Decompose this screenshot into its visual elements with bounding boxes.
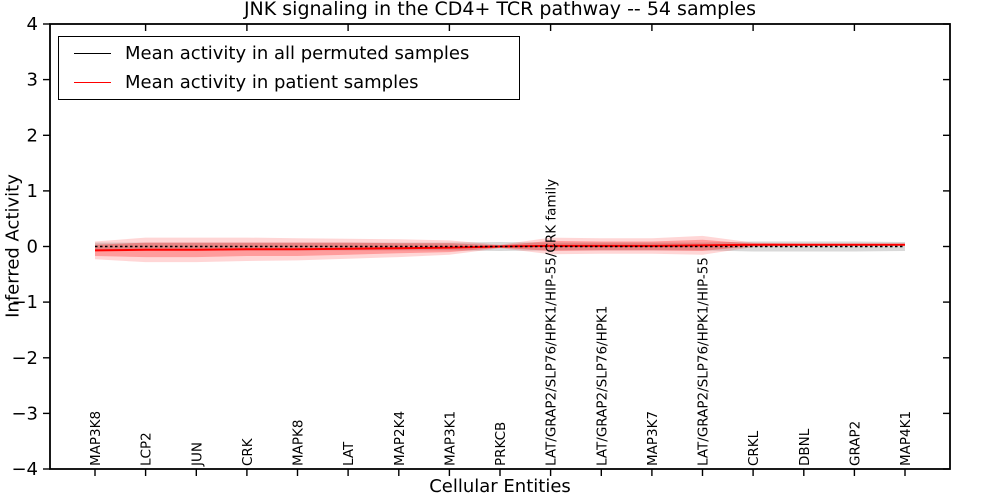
- y-tick-label: 3: [27, 70, 38, 91]
- x-axis-label: Cellular Entities: [429, 476, 571, 497]
- x-tick-label: CRKL: [746, 430, 762, 466]
- x-tick-label: MAP3K8: [88, 411, 104, 466]
- legend-label-patient: Mean activity in patient samples: [125, 72, 419, 93]
- y-tick-label: −3: [11, 403, 38, 424]
- y-tick-label: 2: [27, 125, 38, 146]
- x-tick-label: LCP2: [139, 432, 155, 466]
- legend-label-permuted: Mean activity in all permuted samples: [125, 43, 470, 64]
- legend-entry-patient: Mean activity in patient samples: [59, 68, 519, 97]
- legend-entry-permuted: Mean activity in all permuted samples: [59, 39, 519, 68]
- x-tick-label: DBNL: [797, 428, 813, 466]
- x-tick-label: PRKCB: [493, 422, 509, 466]
- x-tick-label: MAPK8: [291, 420, 307, 466]
- x-tick-label: LAT/GRAP2/SLP76/HPK1/HIP-55: [696, 257, 712, 466]
- y-tick-label: 4: [27, 14, 38, 35]
- y-tick-label: 1: [27, 181, 38, 202]
- patient-std-band-outer: [95, 235, 905, 263]
- x-tick-label: MAP2K4: [392, 411, 408, 466]
- x-tick-label: LAT/GRAP2/SLP76/HPK1: [594, 306, 610, 466]
- x-tick-label: LAT: [341, 441, 357, 466]
- permuted-line-swatch: [74, 53, 111, 54]
- x-tick-label: MAP3K1: [442, 411, 458, 466]
- y-tick-label: 0: [27, 237, 38, 258]
- x-tick-label: LAT/GRAP2/SLP76/HPK1/HIP-55/CRK family: [544, 179, 560, 466]
- patient-std-band-inner: [95, 239, 905, 258]
- y-tick-label: −2: [11, 348, 38, 369]
- legend: Mean activity in all permuted samples Me…: [58, 36, 520, 100]
- y-axis-label: Inferred Activity: [2, 174, 24, 318]
- x-tick-label: GRAP2: [847, 421, 863, 466]
- chart-title: JNK signaling in the CD4+ TCR pathway --…: [243, 0, 757, 20]
- y-tick-label: −4: [11, 459, 38, 480]
- x-tick-label: MAP3K7: [645, 411, 661, 466]
- x-tick-label: MAP4K1: [898, 411, 914, 466]
- patient-line-swatch: [74, 82, 111, 83]
- x-tick-label: CRK: [240, 437, 256, 466]
- x-tick-label: JUN: [189, 442, 205, 467]
- y-tick-label: −1: [11, 292, 38, 313]
